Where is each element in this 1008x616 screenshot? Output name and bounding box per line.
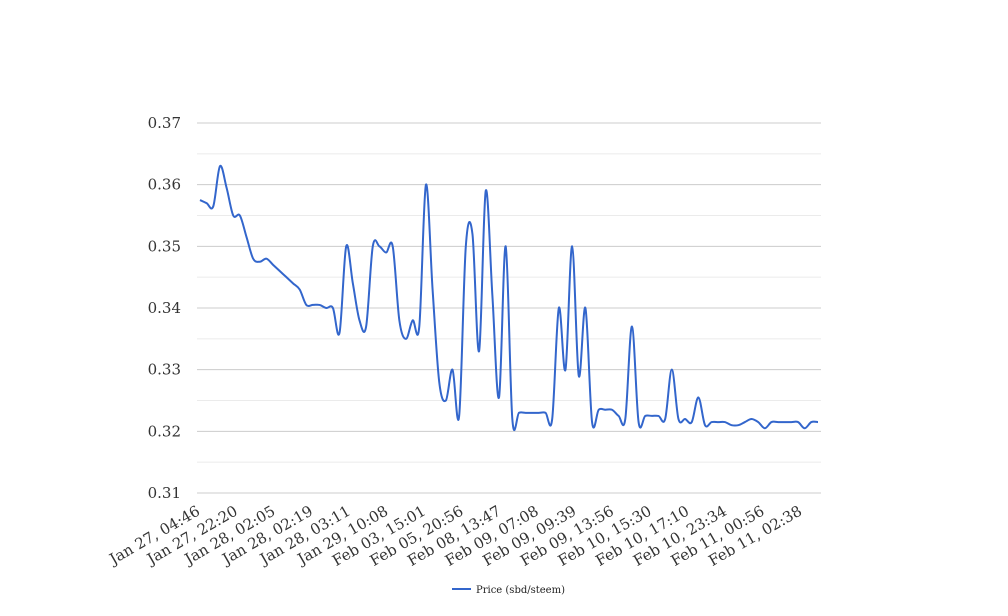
legend-label: Price (sbd/steem) <box>476 585 565 596</box>
y-tick-label: 0.33 <box>148 361 181 379</box>
y-tick-label: 0.31 <box>148 484 181 502</box>
series-group <box>199 164 819 431</box>
y-tick-label: 0.36 <box>148 176 181 194</box>
y-tick-label: 0.35 <box>148 237 181 255</box>
y-axis-ticks: 0.31 0.32 0.33 0.34 0.35 0.36 0.37 <box>148 114 181 502</box>
y-tick-label: 0.37 <box>148 114 181 132</box>
y-tick-label: 0.32 <box>148 422 181 440</box>
y-tick-label: 0.34 <box>148 299 181 317</box>
legend: Price (sbd/steem) <box>452 585 565 596</box>
series-line-price <box>199 164 819 431</box>
